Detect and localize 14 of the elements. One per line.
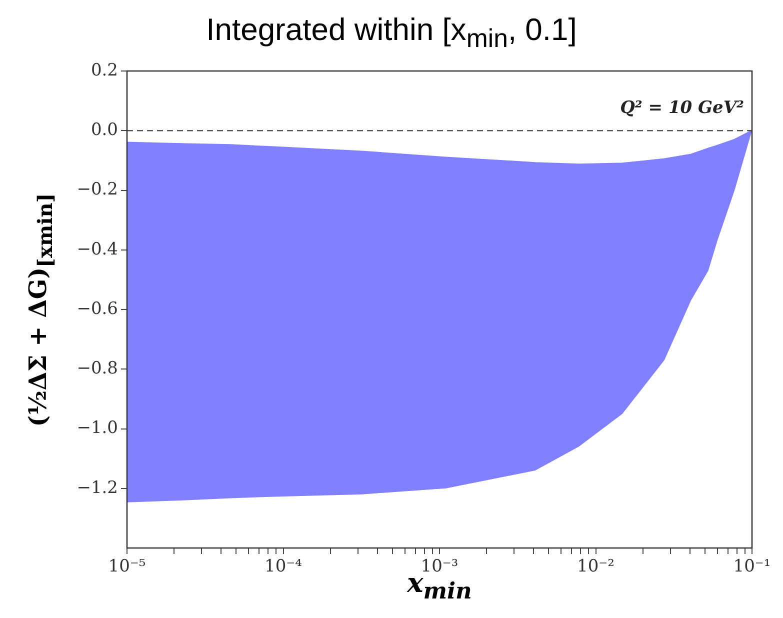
y-tick-label: −0.6 — [76, 298, 118, 319]
x-tick-label: 10⁻² — [577, 556, 614, 577]
x-tick-label: 10⁻⁴ — [264, 556, 302, 577]
y-tick-label: −0.4 — [76, 239, 118, 260]
x-tick-label: 10⁻⁵ — [108, 556, 146, 577]
y-tick-label: 0.2 — [90, 60, 118, 80]
y-tick-label: 0.0 — [90, 120, 118, 140]
x-tick-label: 10⁻¹ — [733, 556, 771, 577]
chart-title: Integrated within [x$_{min}$, 0.1] — [205, 12, 578, 54]
y-tick-label: −0.8 — [76, 358, 118, 379]
y-tick-label: −0.2 — [76, 180, 118, 200]
y-tick-label: −1.2 — [76, 478, 118, 498]
y-tick-label: −1.0 — [76, 418, 118, 438]
annotation: Q² = 10 GeV² — [620, 98, 744, 118]
